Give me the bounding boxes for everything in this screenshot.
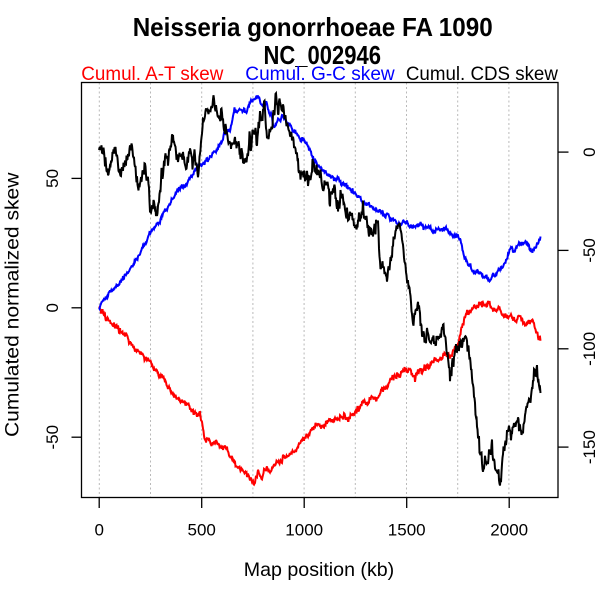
svg-text:-50: -50 bbox=[43, 425, 62, 450]
svg-text:Cumul. G-C skew: Cumul. G-C skew bbox=[245, 64, 395, 85]
svg-text:0: 0 bbox=[94, 521, 103, 540]
svg-text:1500: 1500 bbox=[388, 521, 426, 540]
svg-text:Cumul. CDS skew: Cumul. CDS skew bbox=[406, 64, 558, 85]
svg-text:Neisseria gonorrhoeae FA 1090: Neisseria gonorrhoeae FA 1090 bbox=[133, 12, 493, 42]
svg-text:500: 500 bbox=[188, 521, 216, 540]
svg-text:0: 0 bbox=[580, 147, 599, 156]
svg-text:-150: -150 bbox=[580, 430, 599, 464]
svg-text:50: 50 bbox=[43, 169, 62, 188]
svg-text:-50: -50 bbox=[580, 238, 599, 263]
svg-text:Cumul. A-T skew: Cumul. A-T skew bbox=[81, 64, 223, 85]
svg-text:-100: -100 bbox=[580, 332, 599, 366]
svg-text:Cumulated normalized skew: Cumulated normalized skew bbox=[2, 172, 23, 437]
svg-text:Map position (kb): Map position (kb) bbox=[244, 560, 394, 581]
svg-text:0: 0 bbox=[43, 303, 62, 312]
svg-text:NC_002946: NC_002946 bbox=[264, 40, 382, 70]
svg-text:2000: 2000 bbox=[490, 521, 528, 540]
svg-text:1000: 1000 bbox=[285, 521, 323, 540]
